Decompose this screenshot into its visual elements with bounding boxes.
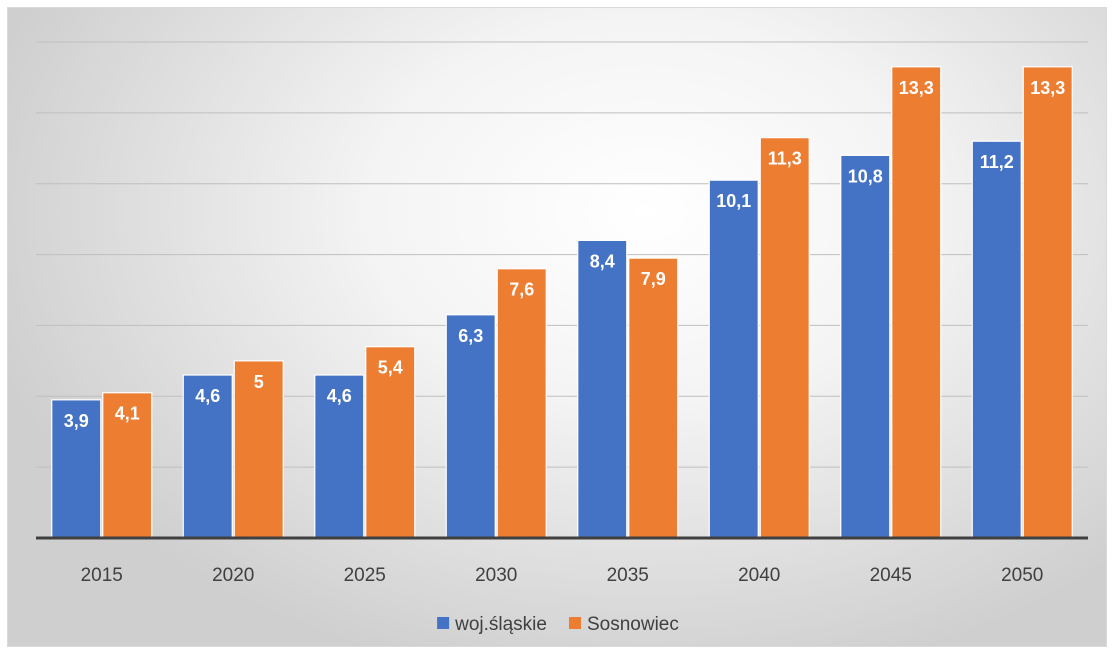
bar-series-2-2015	[102, 392, 153, 539]
x-tick-label: 2035	[607, 565, 649, 586]
data-label: 11,2	[980, 152, 1014, 172]
chart-area: 3,9 4,1 4,6 5 4,6 5,4 6,3 7,6 8,4 7,9 10,1 11,3 10,8…	[7, 7, 1107, 647]
legend-label: Sosnowiec	[587, 614, 679, 635]
data-label: 4,6	[195, 386, 220, 406]
x-tick-label: 2050	[1001, 565, 1043, 586]
data-label: 8,4	[590, 251, 615, 271]
data-label: 10,1	[716, 191, 751, 211]
bar-chart: 3,9 4,1 4,6 5 4,6 5,4 6,3 7,6 8,4 7,9 10,1 11,3 10,8…	[36, 41, 1088, 635]
data-label: 7,9	[641, 269, 666, 289]
x-tick-label: 2030	[475, 565, 517, 586]
bar-series-1-2020	[182, 374, 233, 539]
data-label: 4,6	[327, 386, 352, 406]
data-label: 13,3	[1030, 78, 1065, 98]
bar-series-1-2045	[840, 154, 891, 539]
x-tick-label: 2015	[81, 565, 123, 586]
legend-swatch	[568, 617, 581, 629]
bar-series-1-2030	[445, 314, 496, 539]
x-tick-label: 2045	[870, 565, 912, 586]
legend-item: Sosnowiec	[568, 614, 679, 635]
bar-series-2-2040	[759, 137, 810, 539]
data-label: 10,8	[848, 166, 883, 186]
bar-series-1-2050	[971, 140, 1022, 539]
data-label: 6,3	[458, 326, 483, 346]
bar-series-2-2025	[365, 346, 416, 539]
bar-series-1-2040	[708, 179, 759, 539]
data-label: 11,3	[768, 149, 802, 169]
x-tick-label: 2020	[212, 565, 254, 586]
x-tick-label: 2025	[344, 565, 386, 586]
bar-series-2-2020	[233, 360, 284, 539]
data-label: 5,4	[378, 358, 403, 378]
x-tick-label: 2040	[738, 565, 780, 586]
bar-series-1-2035	[577, 239, 628, 539]
legend-item: woj.śląskie	[437, 614, 547, 635]
bar-series-1-2025	[314, 374, 365, 539]
bar-series-2-2045	[891, 66, 942, 539]
data-label: 4,1	[115, 404, 140, 424]
data-label: 5	[254, 372, 264, 392]
data-labels: 3,9 4,1 4,6 5 4,6 5,4 6,3 7,6 8,4 7,9 10,1 11,3 10,8…	[64, 78, 1066, 431]
bars	[51, 66, 1073, 539]
data-label: 13,3	[899, 78, 934, 98]
data-label: 3,9	[64, 411, 89, 431]
legend-swatch	[437, 617, 450, 629]
bar-series-2-2050	[1022, 66, 1073, 539]
bar-series-2-2035	[628, 257, 679, 539]
legend: woj.śląskie Sosnowiec	[437, 614, 679, 635]
bar-series-2-2030	[496, 268, 547, 539]
data-label: 7,6	[509, 280, 534, 300]
legend-label: woj.śląskie	[454, 614, 547, 635]
x-axis-tick-labels: 2015 2020 2025 2030 2035 2040 2045 2050	[81, 565, 1044, 586]
